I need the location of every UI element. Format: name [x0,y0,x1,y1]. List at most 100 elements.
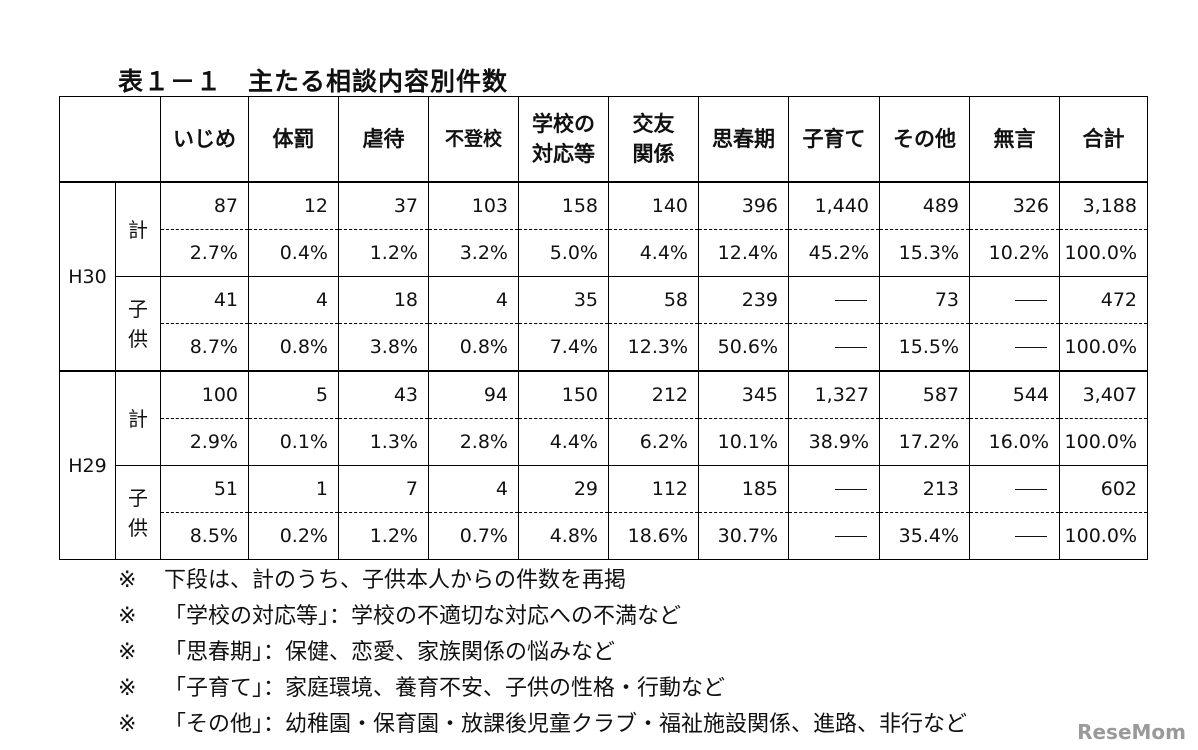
percent-cell: 0.4% [248,229,339,277]
col-header-futoko: 不登校 [428,96,519,183]
percent-cell: 15.3% [879,229,970,277]
count-cell: 4 [428,276,519,324]
row-label: 子 供 [115,465,161,560]
percent-cell: 0.8% [428,323,519,372]
count-cell: 5 [248,370,339,419]
resemom-logo: ReseMom [1077,720,1186,744]
count-cell: 602 [1059,465,1148,513]
col-header-puberty: 思春期 [698,96,789,183]
col-header-friendship: 交友 関係 [608,96,699,183]
count-cell: 1 [248,465,339,513]
corner-cell [59,96,161,183]
row-label: 子 供 [115,276,161,372]
table-row: 子 供 41 4 18 4 35 58 239 73 472 [60,276,1148,372]
percent-cell: 15.5% [879,323,970,372]
percent-cell: 38.9% [788,418,880,466]
dash-cell [788,465,880,513]
col-header-other: その他 [879,96,970,183]
col-header-childcare: 子育て [788,96,880,183]
col-header-total: 合計 [1059,96,1148,183]
table-title: 表１－１ 主たる相談内容別件数 [118,67,509,96]
col-header-school-response: 学校の 対応等 [518,96,609,183]
count-cell: 73 [879,276,970,324]
percent-cell: 4.8% [518,512,609,560]
percent-cell: 10.2% [969,229,1060,277]
percent-cell: 18.6% [608,512,699,560]
percent-cell: 17.2% [879,418,970,466]
percent-cell: 4.4% [608,229,699,277]
count-cell: 150 [518,370,609,419]
table-row: 8.7% 0.8% 3.8% 0.8% 7.4% 12.3% 50.6% 15.5% 100.0… [60,323,1148,372]
percent-cell: 30.7% [698,512,789,560]
count-cell: 489 [879,181,970,230]
header-row: いじめ 体罰 虐待 不登校 学校の 対応等 交友 関係 思春期 子育て その他 … [59,96,1148,183]
count-cell: 58 [608,276,699,324]
count-cell: 587 [879,370,970,419]
percent-cell: 2.8% [428,418,519,466]
table-row: H30 計 87 12 37 103 158 140 396 1,440 489 326 3,188 [59,181,1148,372]
count-cell: 7 [338,465,429,513]
percent-cell: 16.0% [969,418,1060,466]
count-cell: 213 [879,465,970,513]
percent-cell: 4.4% [518,418,609,466]
count-cell: 3,188 [1059,181,1148,230]
table-row: 8.5% 0.2% 1.2% 0.7% 4.8% 18.6% 30.7% 35.4% 100.0… [60,512,1148,560]
count-cell: 94 [428,370,519,419]
count-cell: 112 [608,465,699,513]
col-header-gyakutai: 虐待 [338,96,429,183]
count-cell: 4 [248,276,339,324]
table-row: H29 計 100 5 43 94 150 212 345 1,327 587 544 3,407 [59,370,1148,560]
percent-cell: 100.0% [1059,229,1148,277]
dash-cell [969,323,1060,372]
note: ※ 「学校の対応等」：学校の不適切な対応への不満など [118,604,682,629]
count-cell: 37 [338,181,429,230]
percent-cell: 100.0% [1059,323,1148,372]
count-cell: 185 [698,465,789,513]
percent-cell: 10.1% [698,418,789,466]
note: ※ 「子育て」：家庭環境、養育不安、子供の性格・行動など [118,676,726,701]
count-cell: 239 [698,276,789,324]
year-label: H30 [59,181,116,372]
percent-cell: 8.5% [160,512,249,560]
count-cell: 35 [518,276,609,324]
table-row: 2.9% 0.1% 1.3% 2.8% 4.4% 6.2% 10.1% 38.9% 17.2% 1… [60,418,1148,466]
dash-cell [969,276,1060,324]
count-cell: 396 [698,181,789,230]
percent-cell: 6.2% [608,418,699,466]
count-cell: 544 [969,370,1060,419]
count-cell: 345 [698,370,789,419]
table-row: 2.7% 0.4% 1.2% 3.2% 5.0% 4.4% 12.4% 45.2% 15.3% 1… [60,229,1148,277]
percent-cell: 50.6% [698,323,789,372]
percent-cell: 1.2% [338,229,429,277]
percent-cell: 100.0% [1059,418,1148,466]
col-header-taibatsu: 体罰 [248,96,339,183]
percent-cell: 0.8% [248,323,339,372]
count-cell: 212 [608,370,699,419]
percent-cell: 3.8% [338,323,429,372]
percent-cell: 45.2% [788,229,880,277]
note: ※ 「思春期」：保健、恋愛、家族関係の悩みなど [118,640,616,665]
percent-cell: 0.1% [248,418,339,466]
percent-cell: 0.2% [248,512,339,560]
note: ※ 「その他」：幼稚園・保育園・放課後児童クラブ・福祉施設関係、進路、非行など [118,712,968,737]
count-cell: 43 [338,370,429,419]
year-group-h29: H29 計 100 5 43 94 150 212 345 1,327 587 544 3,407 2.9… [59,370,1148,560]
dash-cell [788,512,880,560]
dash-cell [969,465,1060,513]
count-cell: 103 [428,181,519,230]
count-cell: 140 [608,181,699,230]
notes: ※ 下段は、計のうち、子供本人からの件数を再掲 ※ 「学校の対応等」：学校の不適切な… [118,563,967,743]
percent-cell: 1.3% [338,418,429,466]
consultation-table: いじめ 体罰 虐待 不登校 学校の 対応等 交友 関係 思春期 子育て その他 … [59,96,1148,560]
percent-cell: 3.2% [428,229,519,277]
count-cell: 1,440 [788,181,880,230]
note: ※ 下段は、計のうち、子供本人からの件数を再掲 [118,568,627,593]
count-cell: 326 [969,181,1060,230]
count-cell: 29 [518,465,609,513]
count-cell: 4 [428,465,519,513]
percent-cell: 12.3% [608,323,699,372]
count-cell: 472 [1059,276,1148,324]
percent-cell: 12.4% [698,229,789,277]
count-cell: 18 [338,276,429,324]
dash-cell [788,323,880,372]
